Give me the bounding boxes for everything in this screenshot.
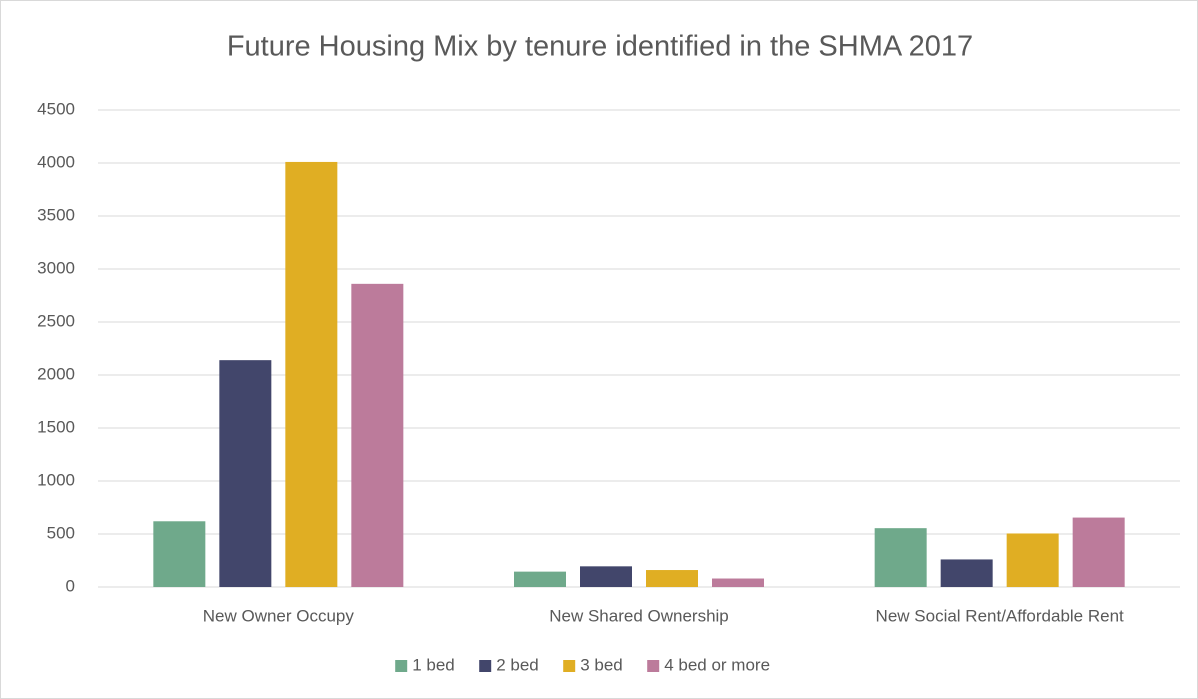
bar — [940, 559, 993, 587]
bar — [1006, 533, 1059, 587]
y-tick-label: 2000 — [37, 364, 75, 383]
bar — [219, 360, 272, 587]
y-tick-label: 2500 — [37, 311, 75, 330]
bar — [285, 161, 338, 587]
legend-swatch — [563, 660, 576, 672]
y-tick-label: 3000 — [37, 258, 75, 277]
y-tick-label: 1000 — [37, 470, 75, 489]
legend-label: 2 bed — [496, 655, 539, 674]
y-tick-label: 4500 — [37, 99, 75, 118]
chart-title: Future Housing Mix by tenure identified … — [227, 31, 973, 63]
legend-label: 4 bed or more — [664, 655, 770, 674]
legend-swatch — [479, 660, 492, 672]
y-tick-label: 4000 — [37, 152, 75, 171]
bar — [712, 578, 764, 587]
bar — [153, 521, 206, 587]
x-tick-label: New Owner Occupy — [203, 606, 355, 625]
y-tick-label: 0 — [66, 576, 75, 595]
y-tick-label: 1500 — [37, 417, 75, 436]
y-tick-label: 3500 — [37, 205, 75, 224]
bar — [646, 570, 698, 587]
x-tick-label: New Shared Ownership — [549, 606, 729, 625]
legend-label: 3 bed — [580, 655, 623, 674]
y-tick-label: 500 — [47, 523, 75, 542]
legend-swatch — [647, 660, 660, 672]
bar — [874, 528, 927, 587]
bar — [1072, 517, 1125, 587]
legend-swatch — [395, 660, 408, 672]
legend-label: 1 bed — [412, 655, 455, 674]
bar — [580, 566, 632, 587]
bar — [514, 571, 566, 587]
bar — [351, 283, 404, 587]
x-tick-label: New Social Rent/Affordable Rent — [876, 606, 1124, 625]
